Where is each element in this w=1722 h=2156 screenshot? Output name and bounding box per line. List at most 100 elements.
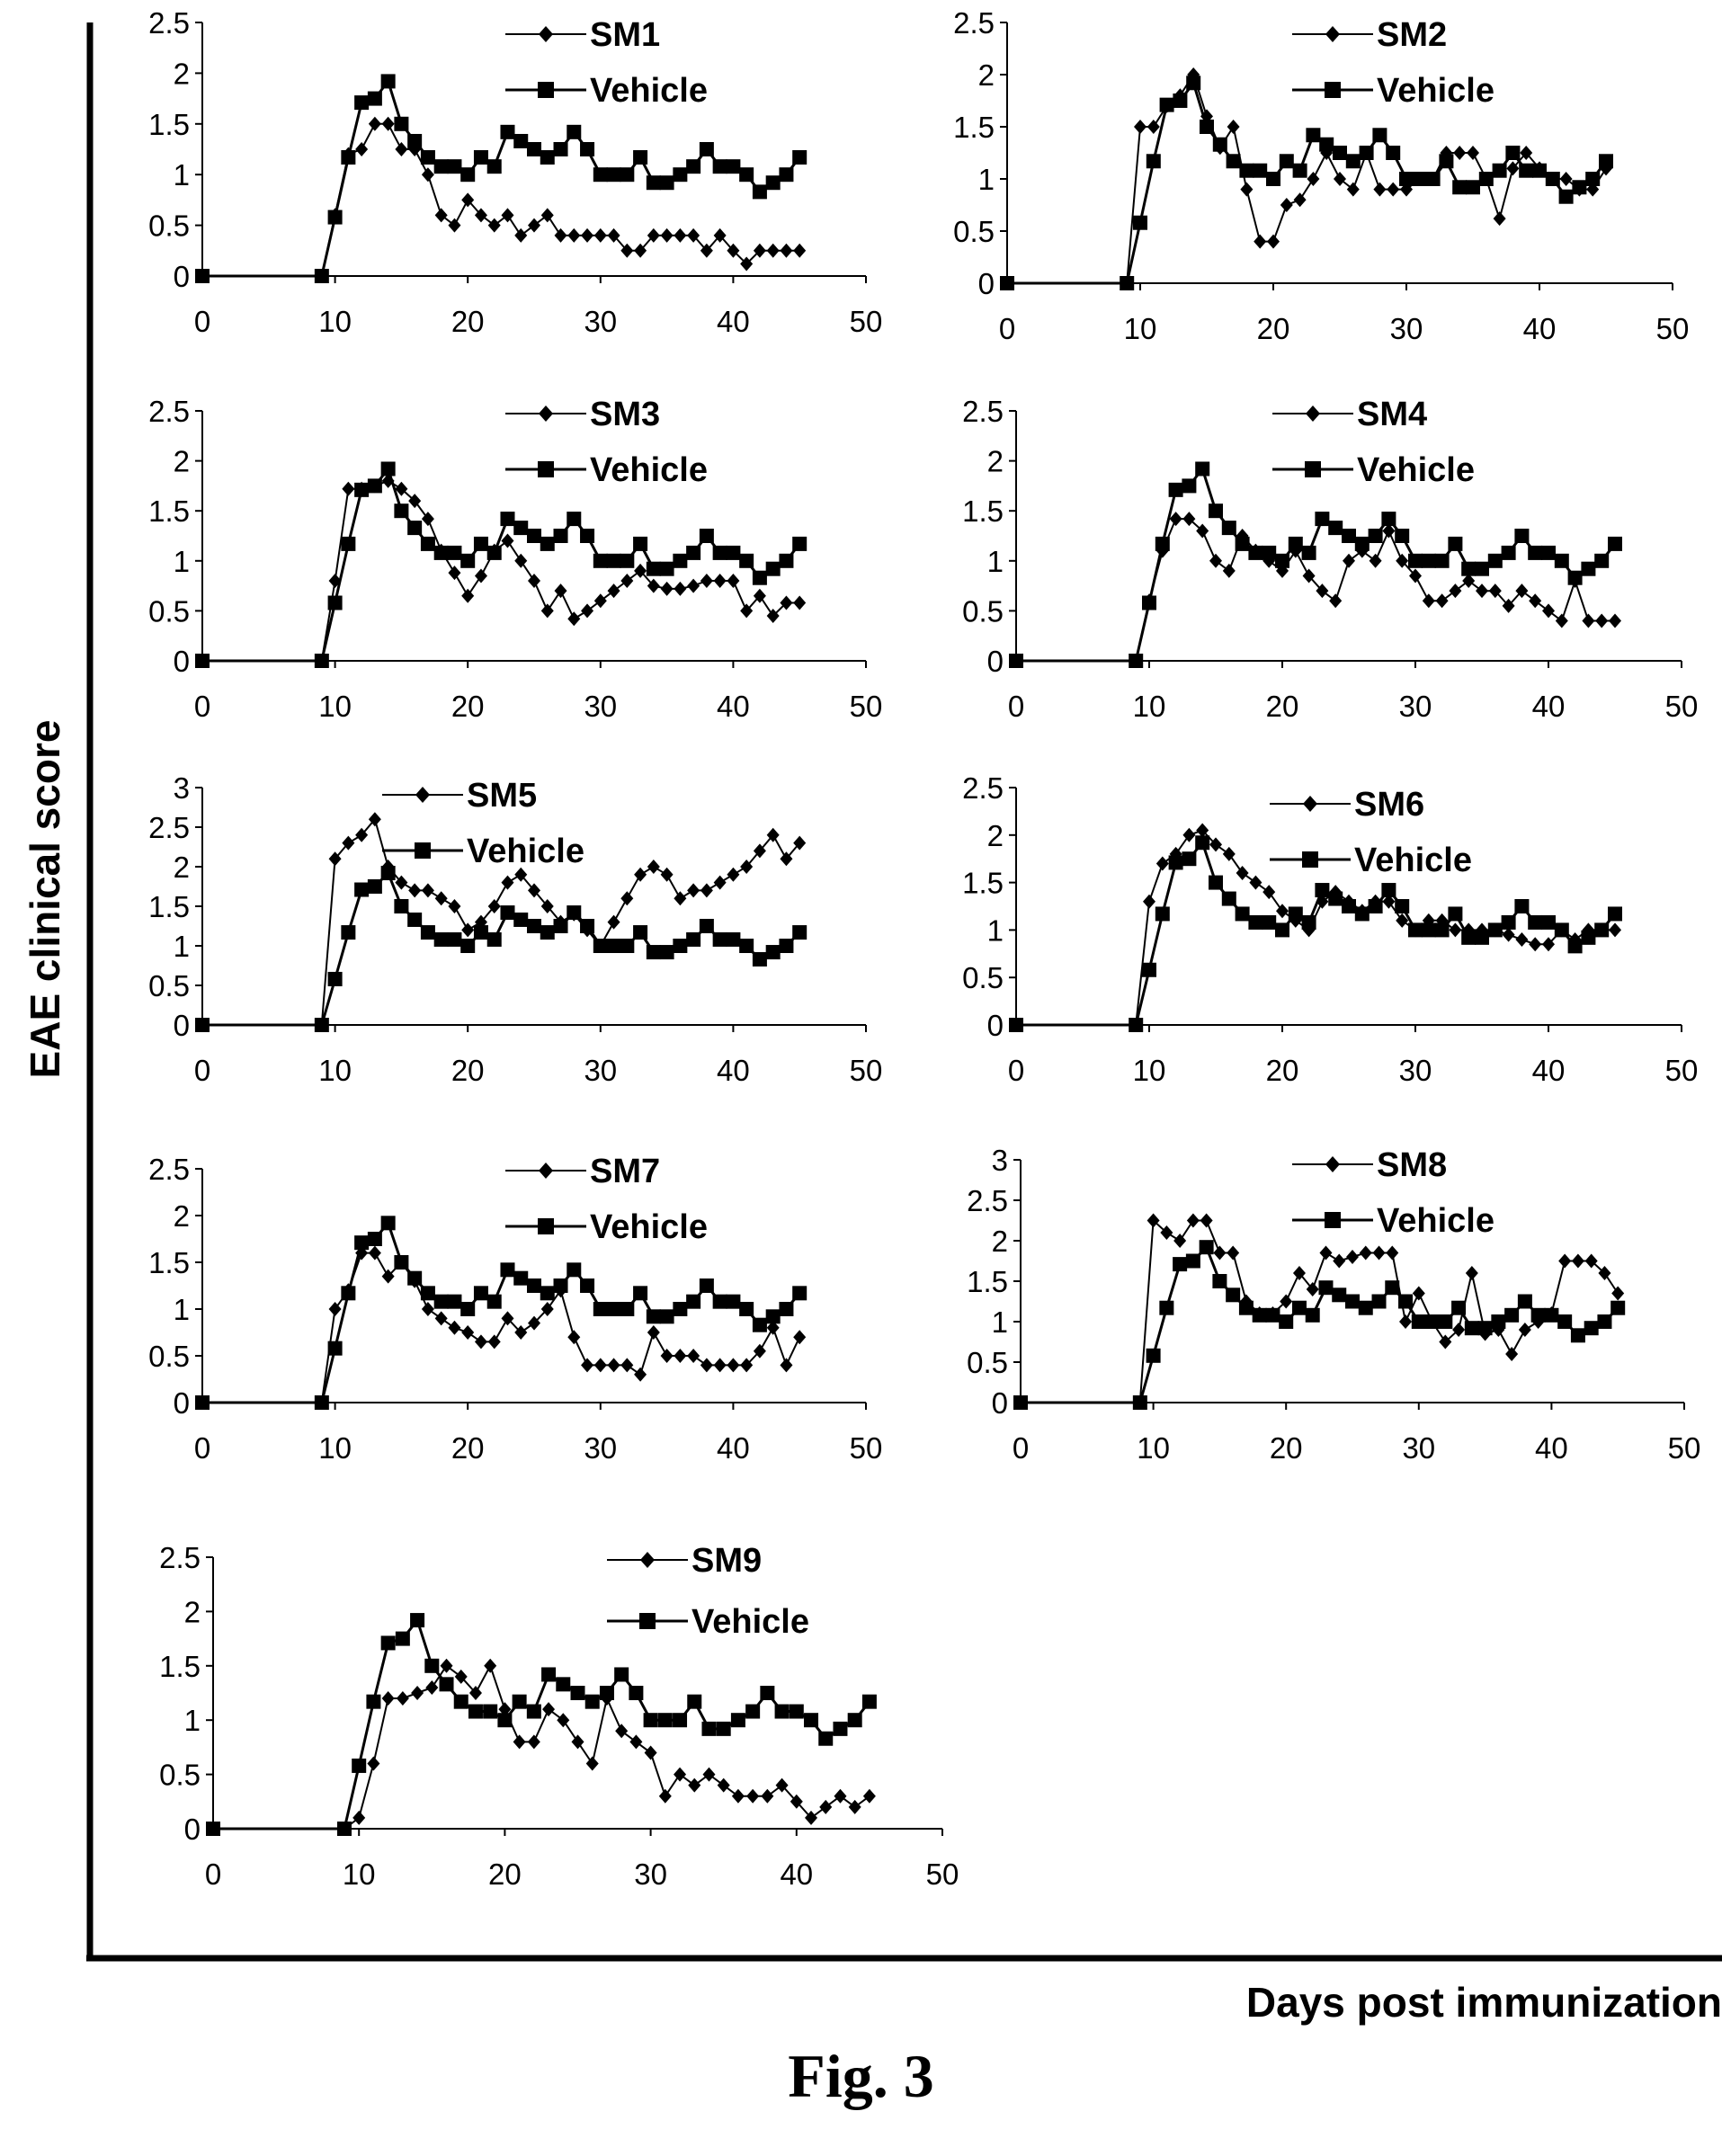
data-point-sm9 xyxy=(805,1810,818,1825)
data-point-vehicle xyxy=(1399,172,1414,186)
data-point-sm4 xyxy=(1435,593,1449,609)
data-point-vehicle xyxy=(752,951,767,967)
data-point-vehicle xyxy=(407,133,423,148)
data-point-sm6 xyxy=(1129,1018,1143,1032)
data-point-vehicle xyxy=(380,461,396,477)
data-point-vehicle xyxy=(633,1286,648,1301)
data-point-sm7 xyxy=(315,1395,328,1410)
data-point-sm2 xyxy=(1160,98,1173,113)
data-point-vehicle xyxy=(473,925,488,940)
data-point-vehicle xyxy=(752,570,767,585)
data-point-sm2 xyxy=(1400,182,1413,197)
data-point-vehicle xyxy=(792,1286,807,1301)
data-point-sm1 xyxy=(727,243,740,258)
data-point-sm4 xyxy=(1488,584,1502,599)
legend-marker xyxy=(538,461,554,477)
data-point-sm9 xyxy=(557,1713,570,1728)
legend-label: Vehicle xyxy=(590,451,708,489)
data-point-sm5 xyxy=(647,860,660,874)
x-tick-label: 50 xyxy=(1668,1431,1701,1465)
data-point-sm7 xyxy=(421,1302,434,1316)
data-point-vehicle xyxy=(1248,914,1263,930)
data-point-sm7 xyxy=(766,1320,780,1335)
y-tick-label: 3 xyxy=(174,771,190,805)
x-tick-label: 40 xyxy=(717,1431,750,1465)
data-point-vehicle xyxy=(1292,163,1307,178)
x-tick-label: 0 xyxy=(194,690,210,723)
data-point-sm5 xyxy=(434,891,448,906)
data-point-sm1 xyxy=(514,227,528,243)
data-point-vehicle xyxy=(354,95,370,111)
y-tick-label: 2.5 xyxy=(148,395,190,428)
data-point-sm4 xyxy=(1449,584,1462,599)
data-point-sm5 xyxy=(395,875,408,890)
data-point-sm1 xyxy=(501,208,514,223)
data-point-vehicle xyxy=(395,1631,410,1646)
data-point-sm5 xyxy=(620,891,634,906)
data-point-sm7 xyxy=(620,1358,634,1373)
data-point-vehicle xyxy=(1266,172,1280,186)
data-point-sm3 xyxy=(713,574,727,589)
data-point-sm5 xyxy=(342,835,355,851)
legend-marker xyxy=(415,842,431,859)
data-point-vehicle xyxy=(1168,482,1183,497)
data-point-sm7 xyxy=(196,1395,209,1410)
data-point-sm2 xyxy=(1293,192,1307,208)
data-point-sm4 xyxy=(1209,553,1222,568)
data-point-sm4 xyxy=(1462,574,1476,589)
data-point-vehicle xyxy=(1385,1280,1400,1296)
y-tick-label: 1 xyxy=(987,913,1004,947)
data-point-sm3 xyxy=(487,543,501,558)
data-point-sm4 xyxy=(1302,568,1316,584)
data-point-sm1 xyxy=(780,243,793,258)
data-point-sm6 xyxy=(1582,922,1595,938)
data-point-sm1 xyxy=(660,227,674,243)
data-point-vehicle xyxy=(1305,1307,1320,1323)
data-point-vehicle xyxy=(540,150,555,165)
data-point-sm8 xyxy=(1213,1245,1227,1261)
data-point-vehicle xyxy=(460,553,476,568)
data-point-sm5 xyxy=(713,875,727,890)
data-point-vehicle xyxy=(1328,521,1343,536)
x-tick-label: 20 xyxy=(1266,690,1299,723)
data-point-sm2 xyxy=(1573,182,1586,197)
data-point-sm6 xyxy=(1276,904,1289,919)
y-tick-label: 1 xyxy=(992,1305,1008,1339)
data-point-vehicle xyxy=(1438,1314,1453,1329)
data-point-vehicle xyxy=(712,931,727,947)
y-tick-label: 2.5 xyxy=(148,6,190,40)
y-tick-label: 0.5 xyxy=(148,969,190,1002)
data-point-sm7 xyxy=(368,1245,381,1261)
data-point-vehicle xyxy=(407,521,423,536)
data-point-vehicle xyxy=(1581,930,1596,945)
data-point-sm6 xyxy=(1249,875,1263,890)
data-point-vehicle xyxy=(633,925,648,940)
data-point-sm7 xyxy=(528,1315,540,1331)
data-point-vehicle xyxy=(1570,1328,1585,1343)
data-point-sm5 xyxy=(766,827,780,842)
data-point-vehicle xyxy=(380,1635,396,1651)
data-point-vehicle xyxy=(1597,1314,1612,1329)
data-point-vehicle xyxy=(1279,154,1294,169)
data-point-vehicle xyxy=(1159,1300,1174,1315)
data-point-vehicle xyxy=(673,1713,688,1728)
data-point-vehicle xyxy=(1514,899,1530,913)
y-tick-label: 1.5 xyxy=(148,890,190,923)
data-point-sm7 xyxy=(355,1245,369,1261)
data-point-vehicle xyxy=(1608,906,1622,922)
data-point-vehicle xyxy=(1371,1294,1387,1309)
data-point-vehicle xyxy=(1557,1314,1573,1329)
legend-marker xyxy=(538,1218,554,1234)
x-tick-label: 30 xyxy=(1390,312,1423,345)
data-point-vehicle xyxy=(687,1694,702,1709)
y-tick-label: 1.5 xyxy=(962,867,1004,900)
data-point-sm8 xyxy=(1571,1253,1584,1269)
data-point-sm8 xyxy=(1227,1245,1240,1261)
data-point-vehicle xyxy=(1345,154,1361,169)
data-point-sm5 xyxy=(315,1018,328,1032)
data-point-sm6 xyxy=(1182,827,1196,842)
data-point-sm5 xyxy=(753,843,766,859)
data-point-sm3 xyxy=(674,581,687,596)
data-point-vehicle xyxy=(527,1278,541,1293)
data-point-vehicle xyxy=(354,882,370,897)
